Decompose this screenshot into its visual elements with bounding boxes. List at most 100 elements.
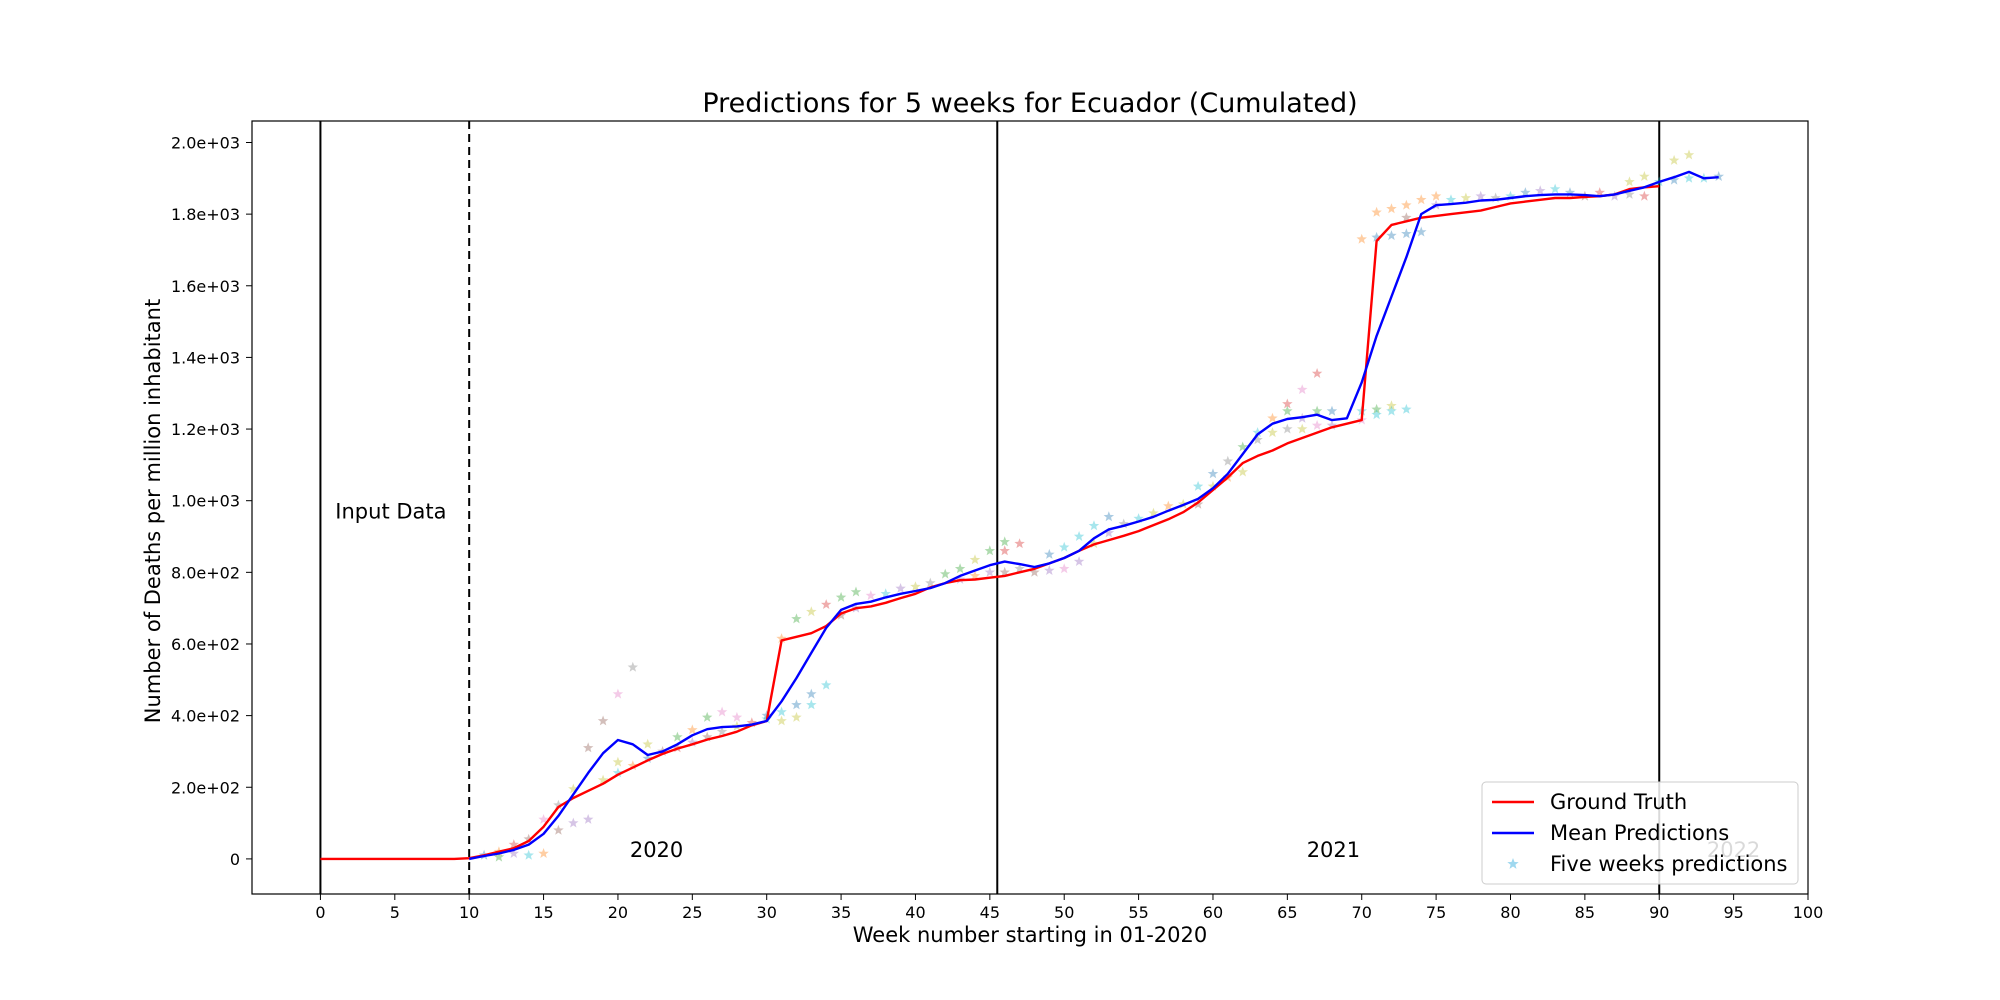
x-tick-label: 65: [1277, 903, 1297, 922]
y-tick-label: 1.0e+03: [171, 492, 240, 511]
prediction-star: [1401, 403, 1412, 414]
prediction-star: [940, 568, 951, 579]
prediction-star: [702, 711, 713, 722]
prediction-star: [687, 737, 698, 747]
prediction-star: [776, 633, 787, 644]
prediction-star: [508, 848, 519, 858]
prediction-star: [627, 661, 638, 672]
prediction-star: [493, 851, 505, 862]
x-tick-label: 90: [1649, 903, 1669, 922]
prediction-star: [1371, 403, 1382, 414]
prediction-star: [687, 724, 698, 735]
prediction-star: [1103, 527, 1115, 538]
prediction-star: [1282, 423, 1293, 434]
y-tick-label: 8.0e+02: [171, 563, 240, 582]
mean-predictions-line: [468, 170, 1719, 861]
prediction-star: [1371, 206, 1382, 217]
prediction-star: [1282, 398, 1293, 409]
prediction-star: [1207, 480, 1219, 491]
prediction-star: [568, 783, 579, 794]
prediction-star: [1475, 190, 1486, 201]
prediction-star: [791, 699, 802, 710]
prediction-star: [1297, 423, 1308, 434]
plot-frame: [251, 120, 1809, 895]
prediction-star: [1148, 507, 1159, 518]
prediction-star: [776, 715, 787, 726]
legend-box: [1481, 781, 1799, 885]
y-tick-label: 1.8e+03: [171, 205, 240, 224]
ground-truth-line: [320, 185, 1660, 861]
prediction-star: [1326, 420, 1338, 430]
prediction-star: [597, 774, 609, 785]
prediction-star: [1059, 563, 1070, 574]
legend: Ground Truth Mean Predictions Five weeks p…: [1481, 781, 1799, 885]
prediction-star: [1103, 511, 1115, 522]
prediction-star: [954, 563, 966, 574]
prediction-star: [716, 706, 728, 717]
prediction-star: [1282, 405, 1293, 416]
prediction-star: [508, 839, 519, 849]
prediction-star: [1549, 183, 1561, 194]
x-tick-label: 0: [315, 903, 325, 922]
prediction-star: [627, 760, 638, 771]
prediction-star: [523, 833, 534, 844]
y-tick-label: 0: [230, 850, 240, 869]
prediction-star: [1297, 384, 1308, 395]
prediction-star: [523, 849, 534, 860]
chart-title: Predictions for 5 weeks for Ecuador (Cum…: [702, 88, 1357, 119]
y-tick-label: 4.0e+02: [171, 707, 240, 726]
plot-area: 0 5 10 15 20 25 30 35 40 45 50 55 60 65 70 75 80 85 90 95 10…: [171, 120, 1823, 922]
prediction-star: [1311, 420, 1323, 430]
prediction-star: [612, 756, 624, 767]
prediction-star: [1267, 412, 1278, 423]
prediction-star: [553, 824, 564, 835]
prediction-star: [1624, 188, 1635, 199]
prediction-star: [1505, 190, 1516, 201]
prediction-star: [806, 688, 817, 699]
prediction-star: [835, 591, 847, 602]
y-tick-label: 1.6e+03: [171, 277, 240, 296]
prediction-star: [999, 545, 1010, 556]
prediction-star: [1014, 563, 1025, 574]
prediction-star: [746, 717, 758, 728]
prediction-star: [538, 814, 549, 824]
prediction-star: [597, 715, 609, 726]
x-tick-label: 25: [682, 903, 702, 922]
prediction-star: [642, 753, 653, 763]
prediction-star: [1490, 192, 1501, 203]
prediction-star: [910, 581, 921, 592]
prediction-star: [716, 726, 728, 737]
prediction-star: [791, 711, 802, 722]
prediction-star: [583, 814, 594, 824]
prediction-star: [1356, 233, 1367, 244]
prediction-star: [1416, 226, 1427, 237]
annotation-text: Input Data: [335, 500, 446, 524]
prediction-star: [776, 706, 787, 717]
prediction-star: [1430, 190, 1442, 201]
x-tick-label: 10: [459, 903, 479, 922]
x-tick-label: 75: [1426, 903, 1446, 922]
prediction-star: [1133, 513, 1144, 524]
legend-label: Mean Predictions: [1550, 821, 1729, 845]
x-tick-label: 5: [390, 903, 400, 922]
x-tick-label: 20: [608, 903, 628, 922]
annotation-text: 2020: [630, 838, 683, 862]
annotation-text: 2021: [1307, 838, 1360, 862]
prediction-star: [702, 731, 713, 742]
prediction-star: [568, 817, 579, 828]
prediction-star: [791, 613, 802, 624]
x-axis-label: Week number starting in 01-2020: [853, 923, 1207, 947]
prediction-star: [1386, 203, 1397, 214]
x-tick-label: 70: [1352, 903, 1372, 922]
prediction-star: [1222, 455, 1234, 466]
prediction-star: [1088, 538, 1100, 549]
prediction-star: [1073, 531, 1085, 541]
prediction-star: [865, 590, 877, 601]
prediction-star: [1416, 194, 1427, 205]
prediction-star: [1668, 174, 1680, 185]
prediction-star: [821, 679, 832, 690]
prediction-star: [1445, 194, 1457, 205]
prediction-star: [1683, 149, 1695, 160]
prediction-star: [1520, 187, 1531, 198]
